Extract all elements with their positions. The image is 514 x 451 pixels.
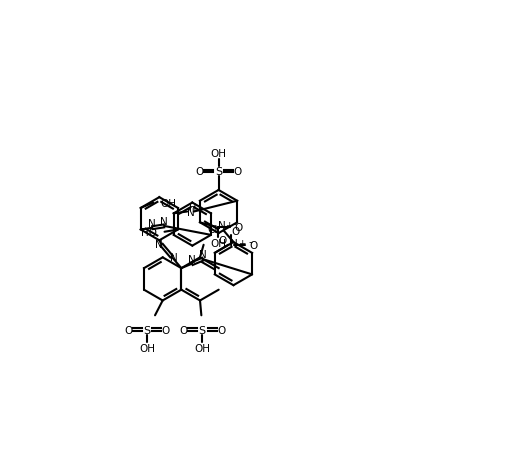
Text: O: O bbox=[250, 240, 258, 250]
Text: N: N bbox=[187, 207, 195, 217]
Text: OH: OH bbox=[160, 198, 176, 208]
Text: N: N bbox=[170, 253, 178, 263]
Text: O: O bbox=[234, 222, 243, 232]
Text: N: N bbox=[230, 238, 238, 248]
Text: -: - bbox=[233, 218, 236, 228]
Text: OH: OH bbox=[210, 238, 226, 248]
Text: O: O bbox=[233, 167, 242, 177]
Text: OH: OH bbox=[211, 149, 227, 159]
Text: O: O bbox=[195, 167, 204, 177]
Text: O: O bbox=[217, 325, 225, 335]
Text: O: O bbox=[218, 236, 227, 246]
Text: -: - bbox=[248, 236, 252, 246]
Text: S: S bbox=[199, 325, 206, 335]
Text: O: O bbox=[179, 325, 188, 335]
Text: N: N bbox=[155, 239, 163, 249]
Text: N: N bbox=[149, 219, 156, 229]
Text: HO: HO bbox=[141, 227, 157, 237]
Text: S: S bbox=[143, 325, 151, 335]
Text: N: N bbox=[199, 250, 207, 260]
Text: H: H bbox=[189, 202, 197, 212]
Text: N: N bbox=[218, 220, 226, 230]
Text: O: O bbox=[124, 325, 132, 335]
Text: N: N bbox=[188, 254, 196, 264]
Text: OH: OH bbox=[139, 343, 155, 353]
Text: O: O bbox=[231, 227, 239, 237]
Text: +: + bbox=[225, 221, 232, 230]
Text: +: + bbox=[237, 239, 245, 248]
Text: S: S bbox=[215, 167, 222, 177]
Text: Cl: Cl bbox=[207, 225, 217, 235]
Text: N: N bbox=[160, 217, 168, 227]
Text: O: O bbox=[162, 325, 170, 335]
Text: OH: OH bbox=[194, 343, 210, 353]
